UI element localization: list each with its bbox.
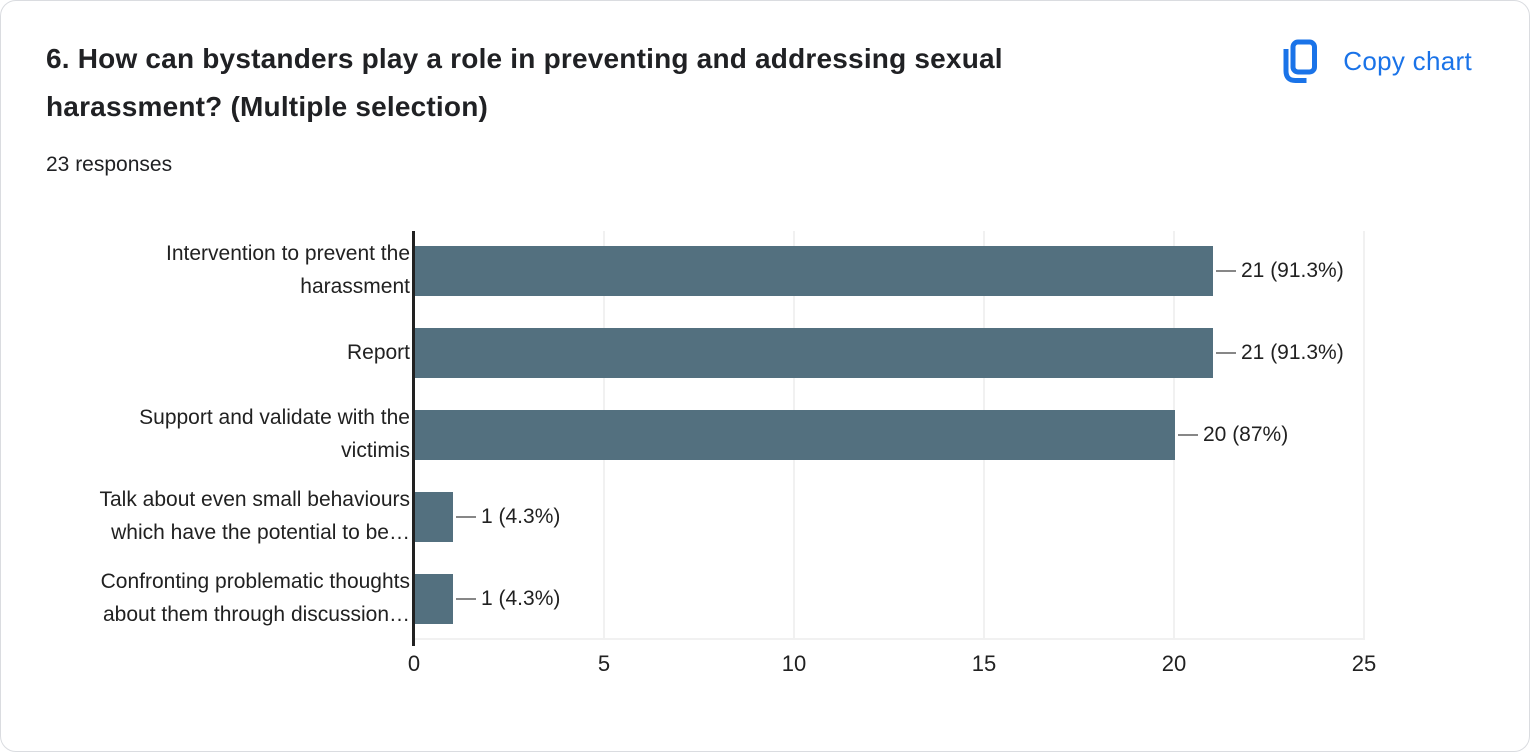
category-label: Intervention to prevent the harassment	[166, 242, 410, 298]
x-tick-label: 15	[971, 651, 997, 676]
x-tick-label: 0	[407, 651, 421, 676]
bar-connector	[1216, 352, 1236, 354]
category-label: Support and validate with the victimis	[139, 406, 410, 462]
bar	[415, 410, 1175, 460]
response-count: 23 responses	[46, 153, 173, 176]
category-label: Talk about even small behaviours which h…	[99, 488, 410, 544]
x-axis-baseline	[413, 638, 1365, 640]
category-label: Report	[346, 340, 410, 364]
bar-value-label: 1 (4.3%)	[481, 505, 561, 528]
gridline	[1363, 231, 1365, 638]
bar-connector	[456, 516, 476, 518]
copy-chart-button[interactable]: Copy chart	[1281, 35, 1474, 87]
x-tick-label: 25	[1351, 651, 1377, 676]
question-title: 6. How can bystanders play a role in pre…	[46, 35, 1146, 131]
bar	[415, 574, 453, 624]
bar-value-label: 21 (91.3%)	[1241, 341, 1344, 364]
bar	[415, 492, 453, 542]
question-title-line-2: harassment? (Multiple selection)	[46, 91, 489, 122]
x-tick-label: 10	[781, 651, 807, 676]
bar-connector	[456, 598, 476, 600]
x-tick-label: 20	[1161, 651, 1187, 676]
bar-connector	[1178, 434, 1198, 436]
copy-icon	[1283, 39, 1318, 83]
bar	[415, 246, 1213, 296]
question-title-line-1: 6. How can bystanders play a role in pre…	[46, 43, 1003, 74]
bar-connector	[1216, 270, 1236, 272]
category-label: Confronting problematic thoughts about t…	[100, 570, 410, 626]
bar-value-label: 20 (87%)	[1203, 423, 1289, 446]
bar-value-label: 1 (4.3%)	[481, 587, 561, 610]
x-tick-label: 5	[597, 651, 611, 676]
bar	[415, 328, 1213, 378]
copy-chart-label: Copy chart	[1343, 45, 1472, 76]
bar-value-label: 21 (91.3%)	[1241, 259, 1344, 282]
y-axis-line	[412, 231, 415, 646]
